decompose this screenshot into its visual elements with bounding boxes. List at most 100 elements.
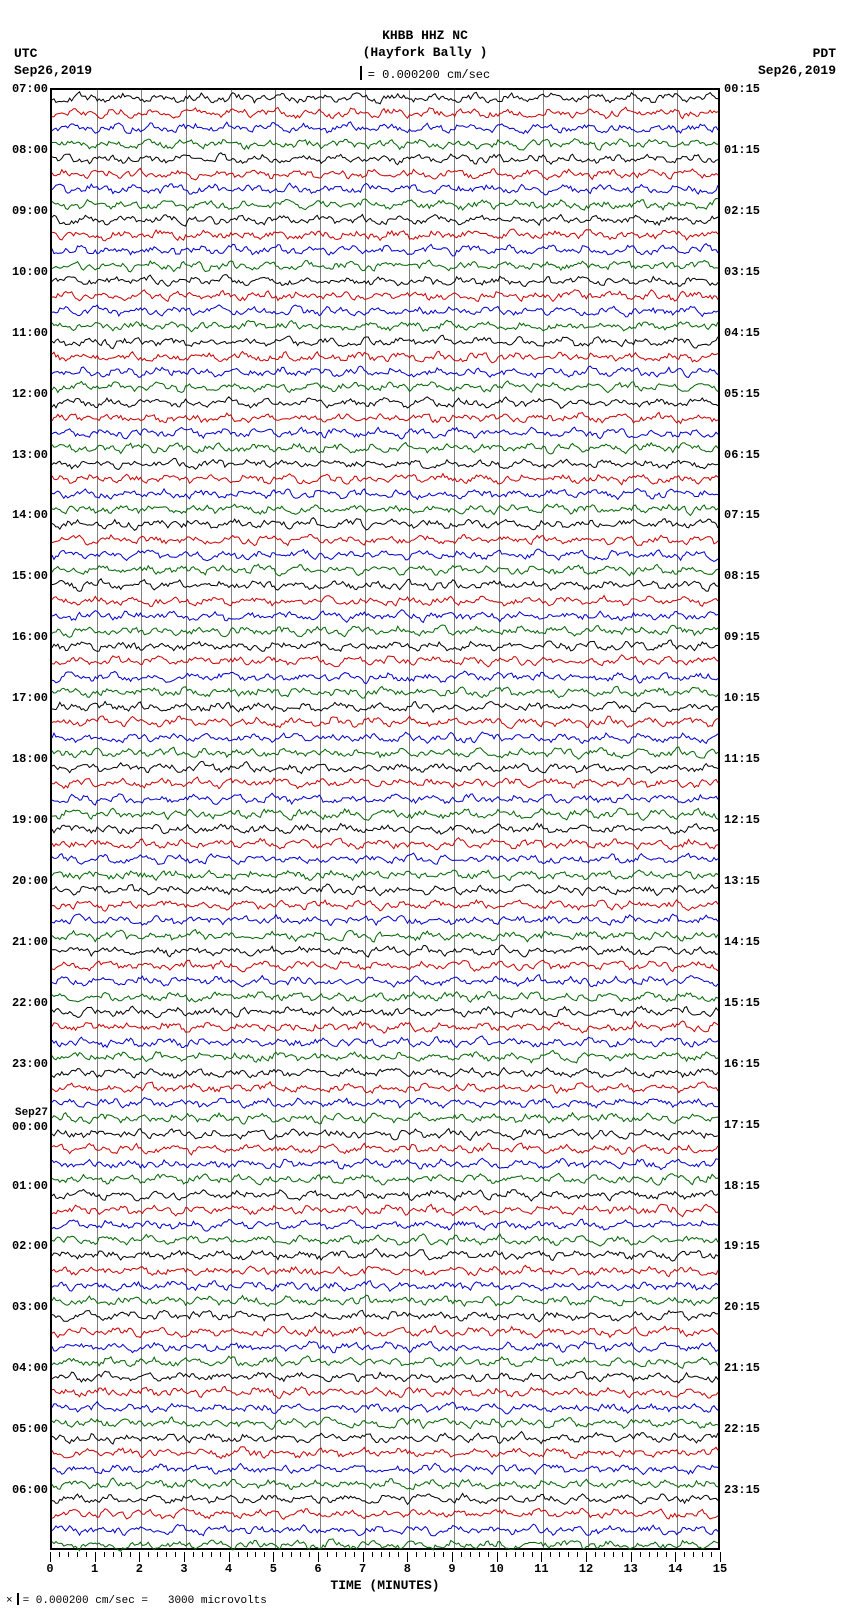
scale-bar-icon — [360, 66, 362, 80]
left-time-label: 23:00 — [12, 1057, 48, 1071]
xaxis-tick-minor — [559, 1552, 560, 1557]
right-time-label: 03:15 — [724, 265, 760, 279]
xaxis-tick-minor — [264, 1552, 265, 1557]
x-axis: TIME (MINUTES) 0123456789101112131415 — [50, 1552, 720, 1592]
xaxis-tick-minor — [202, 1552, 203, 1557]
xaxis-tick-label: 2 — [136, 1562, 143, 1576]
footer-scale: × = 0.000200 cm/sec = 3000 microvolts — [6, 1594, 267, 1607]
left-time-label: 16:00 — [12, 630, 48, 644]
xaxis-tick-label: 6 — [314, 1562, 321, 1576]
xaxis-tick-minor — [166, 1552, 167, 1557]
footer-prefix: × — [6, 1595, 13, 1607]
xaxis-tick-minor — [604, 1552, 605, 1557]
right-time-label: 06:15 — [724, 448, 760, 462]
xaxis-tick-major — [720, 1552, 721, 1562]
xaxis-tick-minor — [345, 1552, 346, 1557]
right-time-label: 04:15 — [724, 326, 760, 340]
right-time-label: 22:15 — [724, 1422, 760, 1436]
tz-right-label: PDT — [813, 46, 836, 61]
right-time-label: 17:15 — [724, 1118, 760, 1132]
xaxis-tick-major — [139, 1552, 140, 1562]
xaxis-tick-label: 7 — [359, 1562, 366, 1576]
xaxis-tick-minor — [532, 1552, 533, 1557]
xaxis-tick-minor — [389, 1552, 390, 1557]
left-time-label: 10:00 — [12, 265, 48, 279]
xaxis-tick-minor — [595, 1552, 596, 1557]
xaxis-tick-minor — [461, 1552, 462, 1557]
seismic-trace — [52, 1537, 718, 1552]
xaxis-tick-label: 11 — [534, 1562, 548, 1576]
xaxis-tick-minor — [148, 1552, 149, 1557]
left-time-label: 15:00 — [12, 569, 48, 583]
xaxis-tick-minor — [550, 1552, 551, 1557]
xaxis-tick-minor — [247, 1552, 248, 1557]
left-time-label: Sep2700:00 — [12, 1108, 48, 1134]
right-time-label: 00:15 — [724, 82, 760, 96]
xaxis-tick-major — [184, 1552, 185, 1562]
xaxis-tick-minor — [398, 1552, 399, 1557]
xaxis-tick-minor — [702, 1552, 703, 1557]
xaxis-tick-label: 12 — [579, 1562, 593, 1576]
scale-indicator: = 0.000200 cm/sec — [0, 68, 850, 82]
x-axis-title: TIME (MINUTES) — [50, 1578, 720, 1593]
xaxis-tick-minor — [86, 1552, 87, 1557]
xaxis-tick-minor — [479, 1552, 480, 1557]
xaxis-tick-major — [675, 1552, 676, 1562]
xaxis-tick-minor — [291, 1552, 292, 1557]
xaxis-tick-label: 0 — [46, 1562, 53, 1576]
left-time-label: 20:00 — [12, 874, 48, 888]
xaxis-tick-major — [50, 1552, 51, 1562]
left-time-label: 02:00 — [12, 1239, 48, 1253]
right-time-label: 09:15 — [724, 630, 760, 644]
xaxis-tick-major — [273, 1552, 274, 1562]
xaxis-tick-minor — [693, 1552, 694, 1557]
tz-left-label: UTC — [14, 46, 37, 61]
right-time-label: 12:15 — [724, 813, 760, 827]
right-time-label: 18:15 — [724, 1179, 760, 1193]
xaxis-tick-label: 3 — [180, 1562, 187, 1576]
chart-header: KHBB HHZ NC (Hayfork Bally ) — [0, 28, 850, 60]
xaxis-tick-minor — [711, 1552, 712, 1557]
xaxis-tick-minor — [309, 1552, 310, 1557]
footer-bar-icon — [17, 1593, 19, 1605]
right-time-label: 14:15 — [724, 935, 760, 949]
xaxis-tick-minor — [157, 1552, 158, 1557]
xaxis-tick-label: 15 — [713, 1562, 727, 1576]
xaxis-tick-minor — [220, 1552, 221, 1557]
xaxis-tick-major — [497, 1552, 498, 1562]
left-time-label: 12:00 — [12, 387, 48, 401]
seismogram-plot — [50, 88, 720, 1550]
xaxis-tick-label: 10 — [489, 1562, 503, 1576]
xaxis-tick-minor — [327, 1552, 328, 1557]
xaxis-tick-major — [631, 1552, 632, 1562]
xaxis-tick-minor — [488, 1552, 489, 1557]
xaxis-tick-major — [586, 1552, 587, 1562]
xaxis-tick-label: 14 — [668, 1562, 682, 1576]
xaxis-tick-minor — [282, 1552, 283, 1557]
footer-text-left: = 0.000200 cm/sec = — [23, 1595, 148, 1607]
xaxis-tick-major — [95, 1552, 96, 1562]
tz-right-date: Sep26,2019 — [758, 63, 836, 78]
right-time-label: 05:15 — [724, 387, 760, 401]
left-time-label: 19:00 — [12, 813, 48, 827]
xaxis-tick-major — [229, 1552, 230, 1562]
right-time-label: 02:15 — [724, 204, 760, 218]
timezone-right: PDT Sep26,2019 — [758, 46, 836, 78]
xaxis-tick-minor — [238, 1552, 239, 1557]
xaxis-tick-minor — [684, 1552, 685, 1557]
xaxis-tick-minor — [193, 1552, 194, 1557]
right-time-label: 23:15 — [724, 1483, 760, 1497]
left-time-label: 05:00 — [12, 1422, 48, 1436]
xaxis-tick-label: 8 — [404, 1562, 411, 1576]
xaxis-tick-major — [318, 1552, 319, 1562]
station-name: (Hayfork Bally ) — [0, 45, 850, 60]
right-time-label: 10:15 — [724, 691, 760, 705]
right-time-label: 11:15 — [724, 752, 760, 766]
left-time-label: 17:00 — [12, 691, 48, 705]
station-code: KHBB HHZ NC — [0, 28, 850, 43]
xaxis-tick-minor — [416, 1552, 417, 1557]
xaxis-tick-minor — [434, 1552, 435, 1557]
left-time-label: 08:00 — [12, 143, 48, 157]
xaxis-tick-major — [407, 1552, 408, 1562]
footer-text-right: 3000 microvolts — [168, 1595, 267, 1607]
